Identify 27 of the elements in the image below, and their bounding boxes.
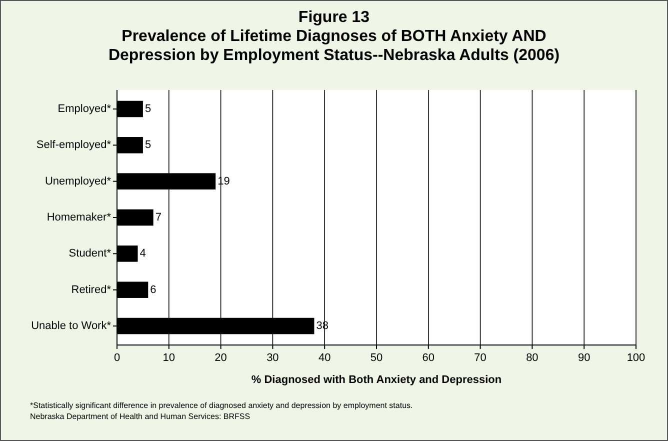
y-tick-label: Retired* [71, 284, 112, 296]
x-tick-label: 10 [162, 352, 176, 364]
data-label: 6 [150, 284, 156, 296]
data-label: 5 [144, 139, 152, 152]
y-tick-label: Unemployed* [44, 175, 112, 188]
data-label: 5 [144, 102, 152, 115]
x-tick-label: 0 [114, 352, 120, 364]
y-tick-label: Homemaker* [46, 212, 112, 224]
x-tick-label: 60 [422, 352, 435, 364]
x-tick-label: 50 [370, 352, 383, 364]
data-label: 7 [155, 212, 162, 224]
x-tick-label: 30 [266, 352, 279, 364]
x-tick-label: 90 [578, 352, 590, 364]
y-tick-label: Unable to Work* [31, 320, 112, 332]
chart-title: Figure 13 Prevalence of Lifetime Diagnoses of BOTH Anxiety AND Depression by Employment Status--Nebraska Adults (2006) [108, 9, 560, 64]
y-tick-label: Student* [68, 248, 112, 260]
data-label: 4 [140, 248, 146, 260]
x-tick-label: 100 [626, 352, 646, 364]
x-axis-title: % Diagnosed with Both Anxiety and Depression [251, 374, 502, 386]
text: *Statistically significant difference in prevalence of diagnosed anxiety and depression by employment status. [30, 401, 413, 410]
x-tick-label: 80 [526, 352, 538, 364]
y-tick-label: Self-employed* [36, 139, 112, 152]
x-tick-label: 70 [474, 352, 486, 364]
x-tick-label: 40 [318, 352, 331, 364]
text: Nebraska Department of Health and Human Services: BRFSS [30, 412, 250, 421]
y-tick-label: Employed* [58, 102, 112, 115]
x-tick-label: 20 [214, 352, 227, 364]
